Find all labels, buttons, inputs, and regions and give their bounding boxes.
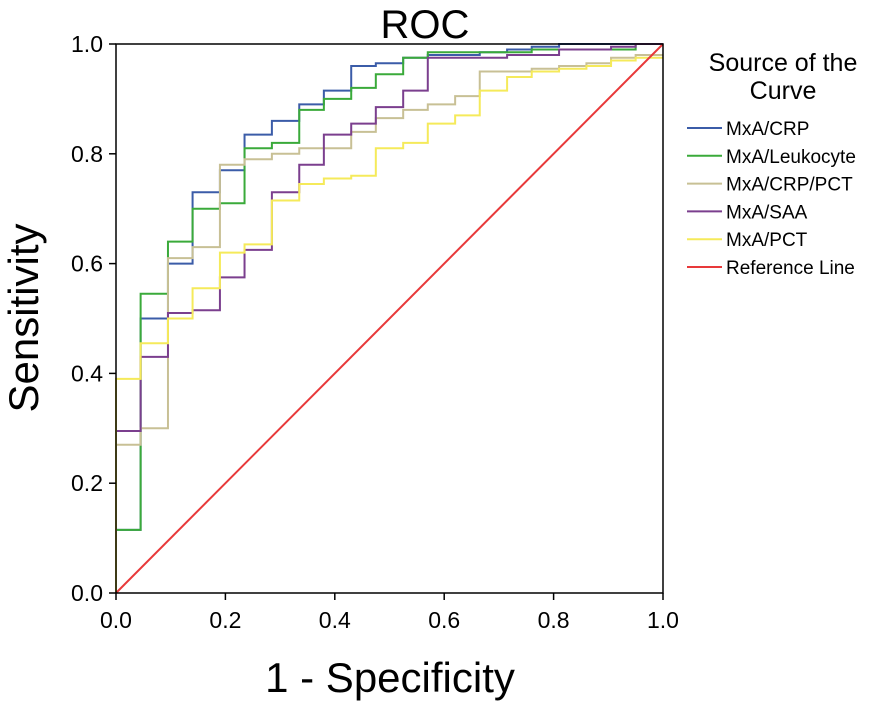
legend-label-mxa-pct: MxA/PCT: [726, 230, 808, 251]
y-tick-label: 0.2: [71, 470, 103, 496]
x-tick-label: 0.8: [538, 607, 570, 633]
x-tick-label: 0.6: [428, 607, 460, 633]
x-tick-label: 0.2: [209, 607, 241, 633]
y-tick-label: 0.8: [71, 141, 103, 167]
plot-area: [115, 43, 664, 594]
y-tick-label: 0.0: [71, 580, 103, 606]
legend-label-mxa-crp-pct: MxA/CRP/PCT: [726, 175, 853, 196]
x-axis-label: 1 - Specificity: [265, 654, 515, 701]
legend-label-mxa-saa: MxA/SAA: [726, 202, 808, 223]
y-tick-label: 0.6: [71, 251, 103, 277]
x-axis-ticks: 0.0 0.2 0.4 0.6 0.8 1.0: [100, 593, 679, 633]
series-layer: [115, 43, 664, 594]
series-line-reference-line: [115, 43, 664, 594]
x-tick-label: 0.4: [319, 607, 351, 633]
legend-items: MxA/CRP MxA/Leukocyte MxA/CRP/PCT MxA/SAA Mx…: [687, 119, 856, 279]
series-line-mxa-leukocyte: [115, 43, 663, 593]
series-line-mxa-pct: [115, 56, 663, 593]
y-tick-label: 1.0: [71, 31, 103, 57]
legend-label-reference-line: Reference Line: [726, 258, 855, 279]
legend-title-line1: Source of the: [709, 49, 858, 77]
x-tick-label: 0.0: [100, 607, 132, 633]
y-axis-ticks: 0.0 0.2 0.4 0.6 0.8 1.0: [71, 31, 116, 606]
legend-title-line2: Curve: [750, 77, 817, 105]
y-tick-label: 0.4: [71, 360, 103, 386]
x-tick-label: 1.0: [647, 607, 679, 633]
legend: Source of the Curve MxA/CRP MxA/Leukocyte…: [687, 49, 857, 279]
chart-title: ROC: [381, 3, 470, 47]
y-axis-label: Sensitivity: [0, 223, 47, 412]
legend-label-mxa-leukocyte: MxA/Leukocyte: [726, 147, 856, 168]
legend-label-mxa-crp: MxA/CRP: [726, 119, 809, 140]
series-line-mxa-saa: [115, 43, 663, 593]
plot-border: [115, 43, 664, 594]
